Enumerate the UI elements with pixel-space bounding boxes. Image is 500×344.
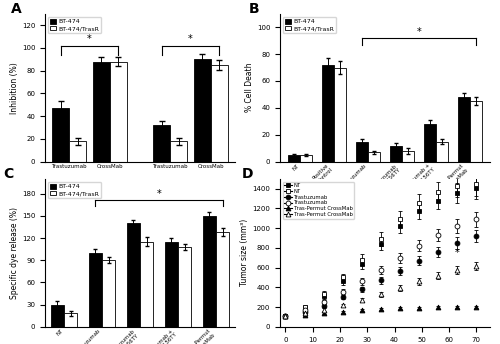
Bar (334, 67, 346, 162)
Bar (402, 151, 414, 162)
Bar (88, 253, 102, 327)
Bar (322, 65, 334, 162)
Bar (424, 124, 436, 162)
Bar (288, 155, 300, 162)
Bar (368, 152, 380, 162)
Bar (164, 242, 178, 327)
Bar (64, 313, 78, 327)
Text: D: D (242, 167, 254, 181)
Bar (92, 62, 110, 162)
Y-axis label: Specific dye release (%): Specific dye release (%) (10, 207, 19, 299)
Bar (210, 65, 228, 162)
Bar (110, 62, 126, 162)
Legend: NT, NT, Trastuzumab, Trastuzumab, Tras-Permut CrossMab, Tras-Permut CrossMab: NT, NT, Trastuzumab, Trastuzumab, Tras-P… (282, 182, 354, 219)
Text: B: B (248, 2, 259, 16)
Text: C: C (3, 167, 13, 181)
Text: *: * (455, 248, 460, 258)
Bar (194, 59, 210, 162)
Y-axis label: Inhibition (%): Inhibition (%) (10, 62, 19, 114)
Legend: BT-474, BT-474/TrasR: BT-474, BT-474/TrasR (283, 17, 336, 33)
Text: *: * (188, 34, 193, 44)
Bar (202, 216, 216, 327)
Bar (170, 141, 188, 162)
Bar (216, 232, 230, 327)
Bar (458, 97, 469, 162)
Bar (470, 101, 482, 162)
Text: A: A (11, 2, 22, 16)
Bar (154, 125, 170, 162)
Text: *: * (156, 189, 162, 199)
Text: *: * (416, 26, 421, 36)
Bar (52, 108, 70, 162)
Y-axis label: % Cell Death: % Cell Death (245, 63, 254, 112)
Bar (436, 141, 448, 162)
Bar (390, 146, 402, 162)
Bar (70, 141, 86, 162)
Text: *: * (87, 34, 92, 44)
Bar (102, 260, 116, 327)
Bar (126, 223, 140, 327)
Bar (356, 141, 368, 162)
Bar (300, 155, 312, 162)
Y-axis label: Tumor size (mm³): Tumor size (mm³) (240, 219, 250, 287)
Bar (178, 247, 192, 327)
Legend: BT-474, BT-474/TrasR: BT-474, BT-474/TrasR (48, 17, 101, 33)
Bar (50, 305, 64, 327)
Bar (140, 242, 153, 327)
Legend: BT-474, BT-474/TrasR: BT-474, BT-474/TrasR (48, 182, 101, 198)
